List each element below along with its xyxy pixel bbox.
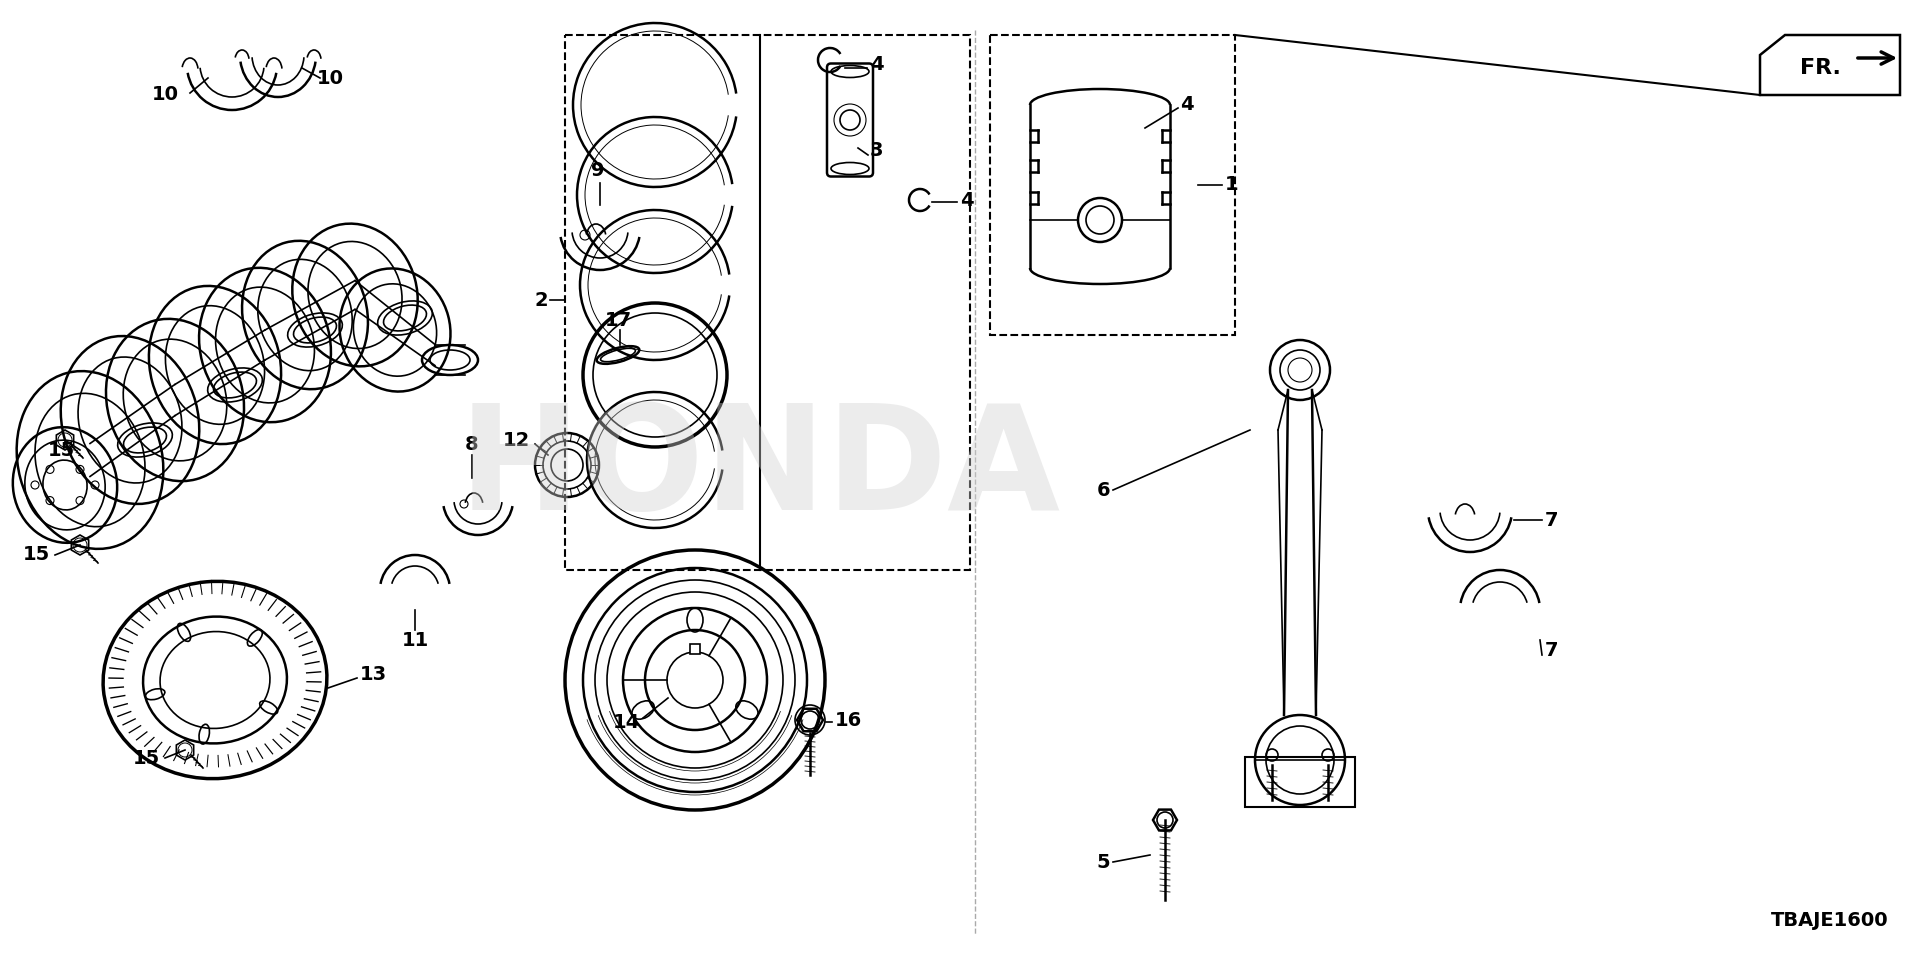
- Text: 15: 15: [48, 441, 75, 460]
- Bar: [1244, 757, 1356, 807]
- Text: TBAJE1600: TBAJE1600: [1770, 910, 1889, 929]
- Text: 4: 4: [960, 190, 973, 209]
- Text: 8: 8: [465, 436, 478, 454]
- Text: 17: 17: [605, 310, 632, 329]
- Text: 11: 11: [401, 631, 428, 650]
- Text: 6: 6: [1096, 481, 1110, 499]
- Text: 10: 10: [317, 68, 344, 87]
- Text: 7: 7: [1546, 511, 1559, 530]
- Text: 3: 3: [870, 140, 883, 159]
- Text: 1: 1: [1225, 176, 1238, 195]
- Bar: [564, 35, 970, 570]
- Text: 2: 2: [534, 291, 547, 309]
- Text: 4: 4: [870, 56, 883, 75]
- Text: 12: 12: [503, 430, 530, 449]
- Text: 15: 15: [132, 749, 159, 767]
- Text: HONDA: HONDA: [459, 399, 1062, 540]
- Text: 4: 4: [1181, 95, 1194, 114]
- Bar: [689, 644, 701, 654]
- Text: 14: 14: [612, 712, 639, 732]
- Text: 16: 16: [835, 710, 862, 730]
- Text: 13: 13: [361, 665, 388, 684]
- Text: 10: 10: [152, 85, 179, 105]
- Text: 9: 9: [591, 160, 605, 180]
- Text: 15: 15: [23, 545, 50, 564]
- Text: FR.: FR.: [1799, 58, 1841, 78]
- Bar: [991, 35, 1235, 335]
- Text: 7: 7: [1546, 640, 1559, 660]
- Text: 5: 5: [1096, 852, 1110, 872]
